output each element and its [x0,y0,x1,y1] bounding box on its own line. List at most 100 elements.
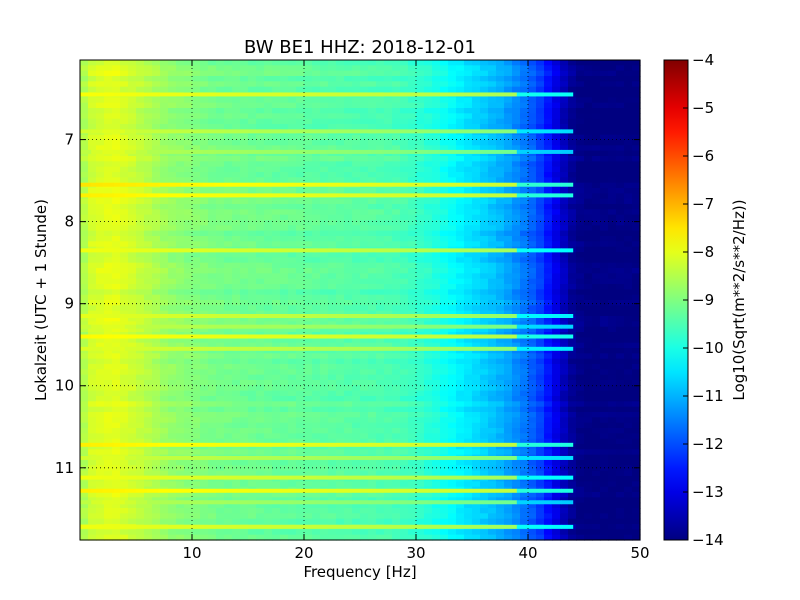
heatmap-cell [264,380,273,386]
heatmap-cell [128,204,137,210]
heatmap-cell [168,156,177,162]
heatmap-cell [88,204,97,210]
heatmap-cell [128,113,137,120]
heatmap-cell [504,60,513,66]
heatmap-cell [152,140,161,146]
heatmap-cell [568,374,577,381]
heatmap-cell [96,289,105,296]
heatmap-cell [336,76,345,82]
heatmap-cell [440,140,449,146]
heatmap-cell [592,182,601,189]
heatmap-cell [112,60,121,66]
heatmap-cell [80,134,89,141]
heatmap-cell [288,209,297,216]
heatmap-cell [168,406,177,413]
heatmap-cell [384,252,393,258]
heatmap-cell [552,214,561,221]
heatmap-cell [584,401,593,408]
heatmap-cell [96,161,105,168]
heatmap-cell [168,241,177,248]
heatmap-cell [608,102,617,109]
heatmap-cell [368,60,377,66]
heatmap-cell [488,278,497,285]
heatmap-cell [192,140,201,146]
heatmap-cell [88,422,97,429]
heatmap-cell [224,124,233,130]
heatmap-cell [112,86,121,93]
heatmap-cell [256,177,265,184]
heatmap-cell [136,294,145,301]
heatmap-cell [528,268,537,274]
heatmap-cell [440,220,449,226]
heatmap-cell [448,86,457,93]
heatmap-cell [200,268,209,274]
heatmap-cell [416,241,425,248]
heatmap-cell [544,412,553,418]
heatmap-cell [584,161,593,168]
heatmap-cell [320,300,329,306]
heatmap-cell [224,268,233,274]
heatmap-cell [528,97,537,104]
heatmap-cell [608,342,617,349]
heatmap-cell [392,326,401,333]
heatmap-cell [80,161,89,168]
heatmap-cell [592,204,601,210]
heatmap-cell [464,124,473,130]
heatmap-cell [312,417,321,424]
heatmap-cell [208,401,217,408]
heatmap-cell [104,428,113,434]
heatmap-cell [232,401,241,408]
heatmap-cell [120,401,129,408]
heatmap-cell [120,102,129,109]
heatmap-cell [192,252,201,258]
heatmap-cell [520,305,529,312]
heatmap-cell [184,145,193,152]
heatmap-cell [376,358,385,365]
heatmap-cell [392,273,401,280]
heatmap-cell [608,321,617,328]
heatmap-cell [440,204,449,210]
heatmap-cell [272,188,281,194]
heatmap-cell [568,353,577,360]
heatmap-cell [280,428,289,434]
heatmap-cell [512,124,521,130]
heatmap-cell [600,257,609,264]
heatmap-cell [368,428,377,434]
heatmap-cell [376,380,385,386]
heatmap-cell [232,433,241,440]
heatmap-cell [616,145,625,152]
heatmap-cell [528,358,537,365]
heatmap-cell [576,406,585,413]
heatmap-cell [368,433,377,440]
heatmap-cell [616,310,625,317]
heatmap-cell [240,406,249,413]
heatmap-cell [224,225,233,232]
heatmap-cell [472,273,481,280]
heatmap-cell [136,305,145,312]
heatmap-cell [456,204,465,210]
heatmap-cell [280,172,289,178]
heatmap-cell [624,401,633,408]
heatmap-cell [472,118,481,125]
heatmap-cell [88,326,97,333]
heatmap-cell [168,396,177,402]
heatmap-cell [216,273,225,280]
heatmap-cell [592,166,601,173]
heatmap-cell [448,124,457,130]
heatmap-cell [632,241,641,248]
heatmap-cell [112,369,121,376]
heatmap-cell [440,294,449,301]
heatmap-cell [408,374,417,381]
heatmap-cell [400,257,409,264]
heatmap-cell [320,385,329,392]
heatmap-cell [88,294,97,301]
heatmap-cell [240,268,249,274]
heatmap-cell [376,417,385,424]
heatmap-cell [296,412,305,418]
heatmap-cell [216,433,225,440]
heatmap-cell [136,433,145,440]
heatmap-cell [296,321,305,328]
heatmap-cell [80,364,89,370]
heatmap-cell [496,390,505,397]
heatmap-cell [512,337,521,344]
